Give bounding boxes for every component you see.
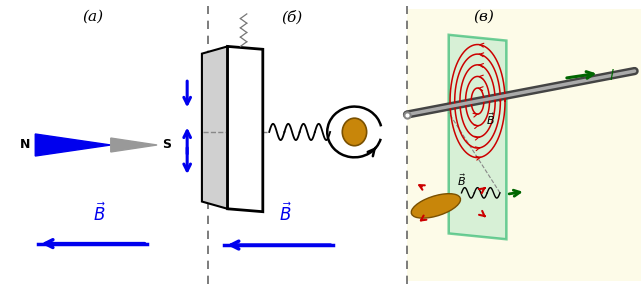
Text: N: N (20, 139, 30, 151)
Polygon shape (35, 134, 111, 156)
Text: (б): (б) (281, 10, 303, 24)
Text: $\vec{B}$: $\vec{B}$ (457, 172, 466, 188)
Text: $\vec{B}$: $\vec{B}$ (486, 111, 495, 127)
Text: (в): (в) (474, 10, 494, 24)
Ellipse shape (412, 194, 460, 218)
Text: S: S (162, 139, 171, 151)
Polygon shape (449, 35, 506, 239)
Text: (а): (а) (83, 10, 103, 24)
Text: $\vec{B}$: $\vec{B}$ (93, 202, 106, 225)
Polygon shape (228, 46, 263, 212)
Polygon shape (202, 46, 228, 209)
Text: $\vec{B}$: $\vec{B}$ (279, 202, 292, 225)
Bar (407, 9, 641, 281)
Ellipse shape (342, 118, 367, 146)
Text: $l$: $l$ (609, 68, 615, 83)
Polygon shape (111, 138, 157, 152)
